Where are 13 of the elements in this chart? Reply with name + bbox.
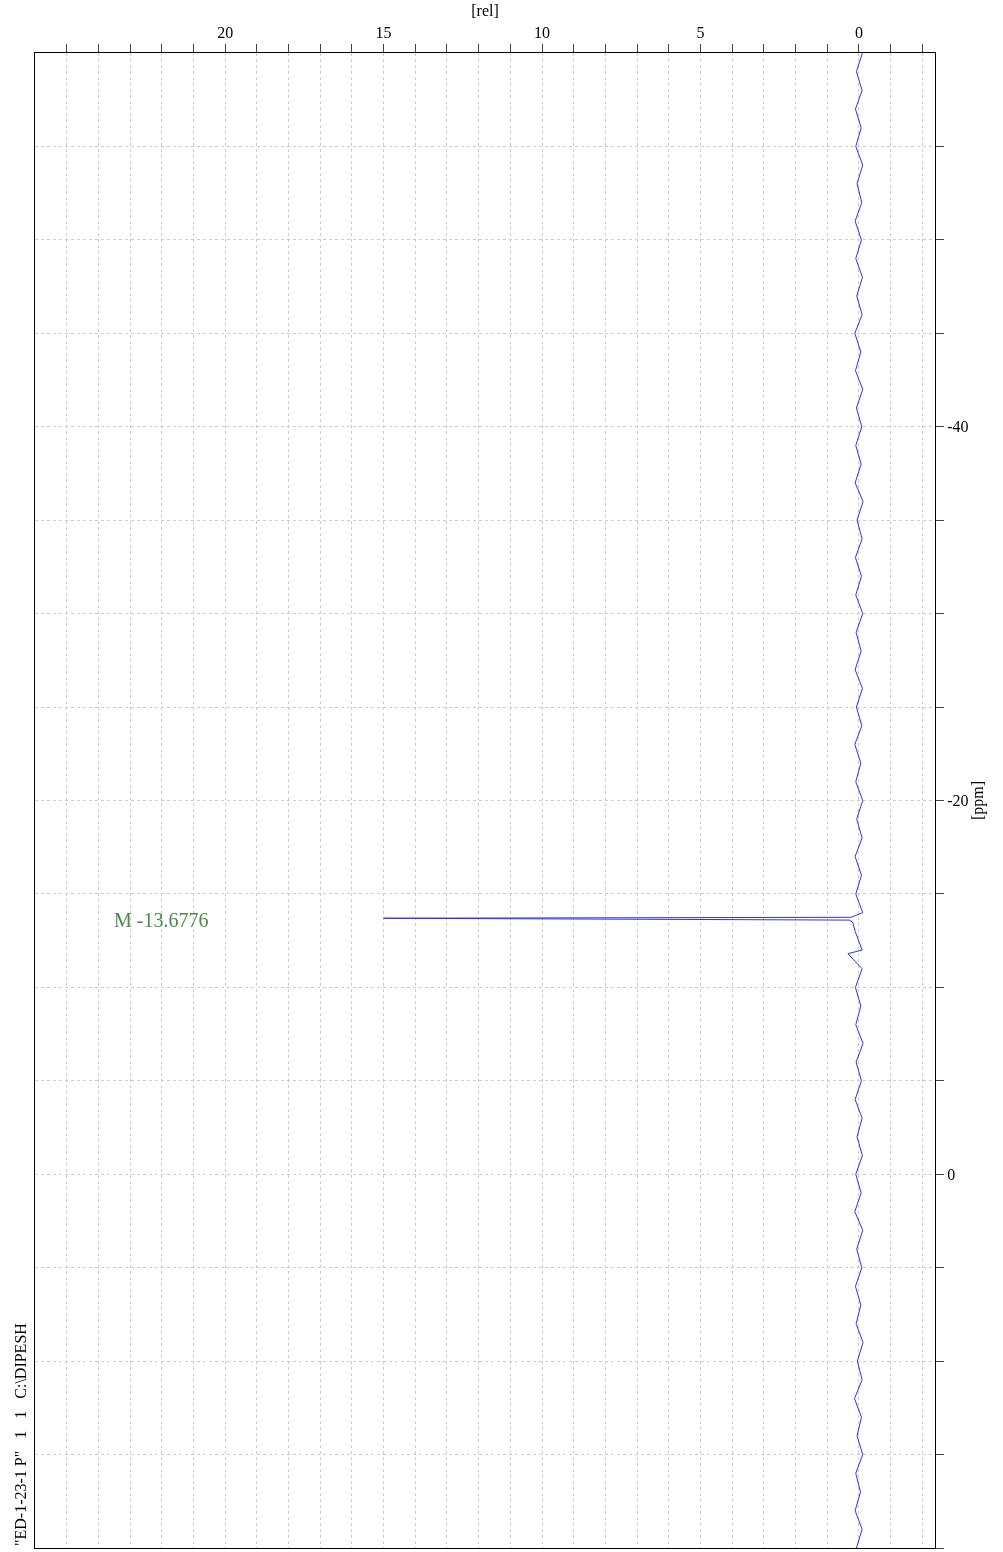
x-tick-label: 0 [854,23,863,41]
line-series [383,53,864,1548]
y-tick-label: 0 [947,1165,956,1183]
x-tick-label: 10 [534,23,551,41]
text: "ED-1-23-1 P" 1 1 C:\DIPESH [12,1322,29,1546]
x-tick-label: 20 [217,23,234,41]
x-axis-title: [rel] [471,2,499,20]
y-axis-title: [ppm] [968,780,987,821]
y-tick-label: -40 [947,418,969,436]
annotation: M -13.6776 [114,909,209,931]
x-tick-label: 5 [696,23,705,41]
x-tick-label: 15 [375,23,392,41]
y-tick-label: -20 [947,792,969,810]
